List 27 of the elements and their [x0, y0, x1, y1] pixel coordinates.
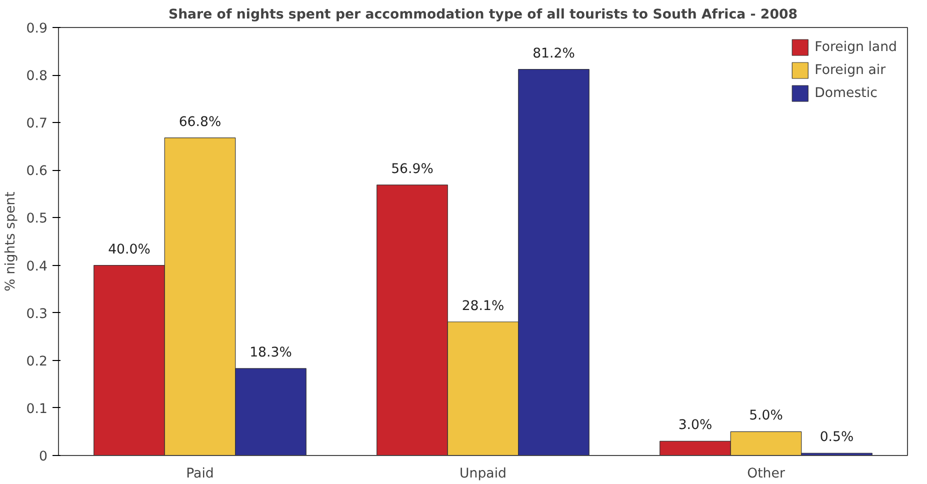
y-axis-title: % nights spent [3, 192, 18, 292]
y-tick-label: 0.5 [26, 212, 48, 227]
data-label: 0.5% [820, 430, 854, 446]
data-label: 18.3% [250, 345, 292, 360]
y-tick-label: 0.6 [26, 164, 48, 180]
legend-label: Foreign land [814, 40, 897, 54]
data-label: 5.0% [749, 408, 783, 424]
y-tick-label: 0.7 [26, 116, 48, 132]
data-label: 66.8% [178, 114, 222, 130]
data-label: 56.9% [391, 162, 434, 177]
y-tick-label: 0.2 [26, 354, 48, 370]
data-label: 28.1% [462, 298, 504, 314]
y-tick-label: 0.9 [26, 22, 48, 36]
data-label: 3.0% [678, 418, 712, 434]
y-tick-label: 0.1 [26, 402, 48, 417]
x-tick-label: Paid [186, 466, 214, 482]
chart-title: Share of nights spent per accommodation type of all tourists to South Africa - 2008 [168, 8, 798, 22]
y-tick-label: 0.4 [26, 259, 48, 274]
y-tick-label: 0 [39, 450, 48, 464]
data-label: 40.0% [108, 242, 150, 258]
legend-label: Foreign air [814, 62, 886, 78]
y-tick-label: 0.8 [26, 69, 48, 84]
x-tick-label: Unpaid [460, 466, 507, 482]
legend-label: Domestic [814, 86, 878, 100]
x-tick-label: Other [747, 466, 786, 482]
data-label: 81.2% [532, 46, 575, 62]
y-tick-label: 0.3 [26, 306, 48, 322]
